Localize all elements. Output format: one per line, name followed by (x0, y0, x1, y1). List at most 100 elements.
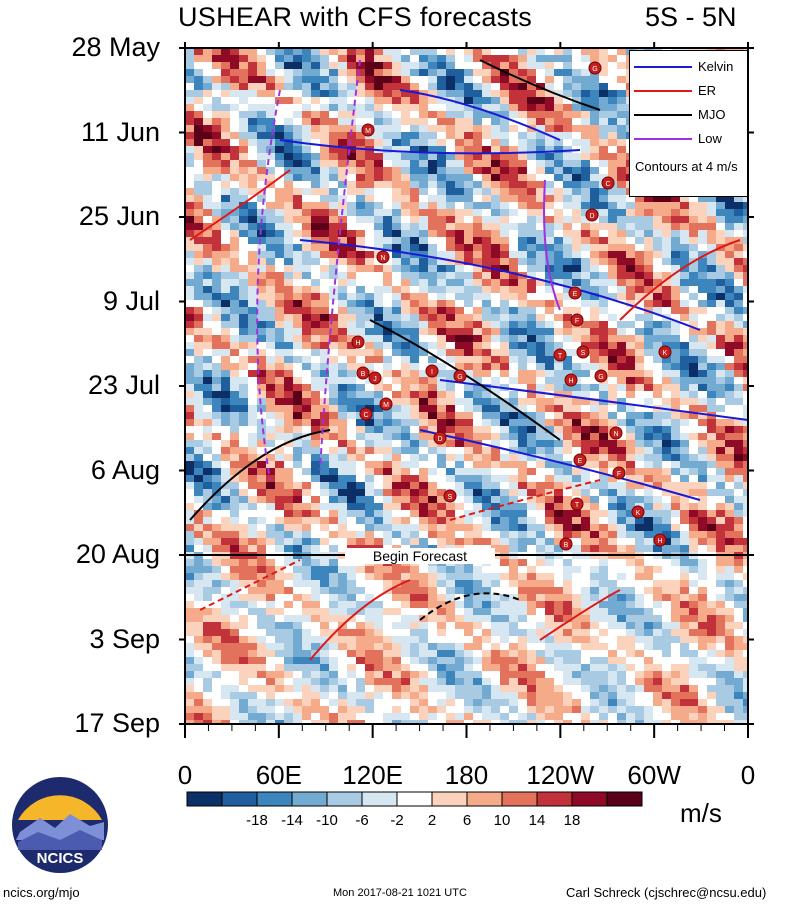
field-cell (707, 377, 716, 384)
field-cell (437, 48, 446, 55)
field-cell (734, 433, 743, 440)
field-cell (329, 132, 338, 139)
field-cell (635, 587, 644, 594)
field-cell (419, 265, 428, 272)
field-cell (419, 125, 428, 132)
field-cell (311, 531, 320, 538)
field-cell (302, 76, 311, 83)
field-cell (707, 587, 716, 594)
field-cell (716, 216, 725, 223)
field-cell (185, 594, 194, 601)
field-cell (464, 538, 473, 545)
field-cell (563, 524, 572, 531)
field-cell (257, 601, 266, 608)
field-cell (329, 55, 338, 62)
field-cell (428, 510, 437, 517)
field-cell (410, 146, 419, 153)
field-cell (644, 356, 653, 363)
field-cell (608, 566, 617, 573)
field-cell (581, 125, 590, 132)
field-cell (248, 188, 257, 195)
field-cell (203, 104, 212, 111)
field-cell (230, 48, 239, 55)
field-cell (329, 496, 338, 503)
field-cell (743, 405, 748, 412)
field-cell (239, 412, 248, 419)
field-cell (725, 279, 734, 286)
field-cell (464, 370, 473, 377)
field-cell (383, 461, 392, 468)
field-cell (572, 307, 581, 314)
field-cell (428, 195, 437, 202)
field-cell (248, 580, 257, 587)
field-cell (527, 363, 536, 370)
field-cell (698, 573, 707, 580)
field-cell (635, 279, 644, 286)
field-cell (257, 335, 266, 342)
field-cell (284, 587, 293, 594)
field-cell (419, 510, 428, 517)
field-cell (329, 160, 338, 167)
field-cell (275, 83, 284, 90)
field-cell (437, 195, 446, 202)
field-cell (626, 391, 635, 398)
field-cell (203, 321, 212, 328)
field-cell (230, 146, 239, 153)
field-cell (617, 300, 626, 307)
field-cell (599, 468, 608, 475)
field-cell (383, 517, 392, 524)
field-cell (356, 587, 365, 594)
field-cell (653, 412, 662, 419)
field-cell (716, 265, 725, 272)
field-cell (266, 209, 275, 216)
field-cell (347, 454, 356, 461)
field-cell (257, 258, 266, 265)
field-cell (473, 167, 482, 174)
field-cell (365, 573, 374, 580)
field-cell (536, 97, 545, 104)
field-cell (698, 545, 707, 552)
field-cell (275, 118, 284, 125)
field-cell (329, 328, 338, 335)
field-cell (554, 559, 563, 566)
field-cell (509, 412, 518, 419)
field-cell (482, 181, 491, 188)
field-cell (572, 272, 581, 279)
field-cell (230, 258, 239, 265)
field-cell (572, 195, 581, 202)
field-cell (356, 118, 365, 125)
field-cell (743, 510, 748, 517)
field-cell (410, 258, 419, 265)
field-cell (383, 111, 392, 118)
field-cell (608, 139, 617, 146)
field-cell (383, 76, 392, 83)
field-cell (644, 202, 653, 209)
field-cell (599, 230, 608, 237)
field-cell (365, 48, 374, 55)
field-cell (203, 223, 212, 230)
field-cell (212, 76, 221, 83)
field-cell (581, 265, 590, 272)
field-cell (221, 97, 230, 104)
field-cell (617, 307, 626, 314)
field-cell (185, 461, 194, 468)
field-cell (599, 566, 608, 573)
field-cell (509, 139, 518, 146)
field-cell (221, 272, 230, 279)
field-cell (230, 377, 239, 384)
field-cell (743, 195, 748, 202)
field-cell (284, 398, 293, 405)
field-cell (482, 125, 491, 132)
field-cell (707, 363, 716, 370)
field-cell (203, 384, 212, 391)
field-cell (347, 398, 356, 405)
field-cell (428, 237, 437, 244)
field-cell (707, 265, 716, 272)
field-cell (455, 76, 464, 83)
field-cell (599, 118, 608, 125)
field-cell (581, 202, 590, 209)
field-cell (743, 489, 748, 496)
field-cell (554, 524, 563, 531)
field-cell (518, 538, 527, 545)
field-cell (401, 286, 410, 293)
